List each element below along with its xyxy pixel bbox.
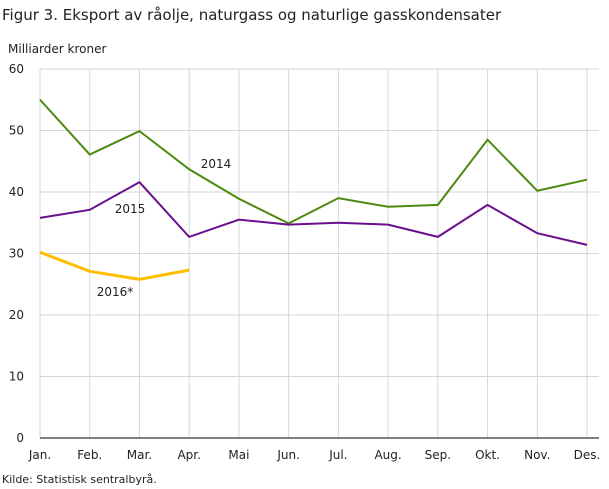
y-axis-label: Milliarder kroner bbox=[8, 42, 107, 56]
x-tick-label: Des. bbox=[574, 448, 601, 462]
x-tick-label: Aug. bbox=[374, 448, 401, 462]
x-tick-label: Jun. bbox=[276, 448, 300, 462]
x-tick-label: Jul. bbox=[328, 448, 347, 462]
x-tick-label: Jan. bbox=[28, 448, 51, 462]
series-line-2014 bbox=[39, 99, 588, 225]
x-tick-label: Apr. bbox=[177, 448, 200, 462]
series-line-2016 bbox=[39, 250, 190, 281]
y-tick-label: 10 bbox=[9, 370, 24, 384]
series-label: 2015 bbox=[115, 202, 146, 216]
y-tick-label: 0 bbox=[16, 431, 24, 445]
series-line-2015 bbox=[39, 180, 588, 246]
x-tick-label: Mar. bbox=[127, 448, 152, 462]
x-tick-label: Feb. bbox=[77, 448, 102, 462]
y-tick-label: 40 bbox=[9, 185, 24, 199]
series-label: 2014 bbox=[201, 157, 232, 171]
y-tick-label: 50 bbox=[9, 124, 24, 138]
series-label: 2016* bbox=[97, 285, 134, 299]
y-tick-label: 20 bbox=[9, 308, 24, 322]
x-tick-label: Okt. bbox=[475, 448, 500, 462]
y-tick-label: 30 bbox=[9, 247, 24, 261]
y-tick-label: 60 bbox=[9, 62, 24, 76]
x-tick-label: Mai bbox=[228, 448, 249, 462]
source-note: Kilde: Statistisk sentralbyrå. bbox=[2, 473, 157, 486]
chart-title: Figur 3. Eksport av råolje, naturgass og… bbox=[2, 6, 502, 24]
x-tick-label: Sep. bbox=[425, 448, 451, 462]
x-tick-label: Nov. bbox=[524, 448, 550, 462]
